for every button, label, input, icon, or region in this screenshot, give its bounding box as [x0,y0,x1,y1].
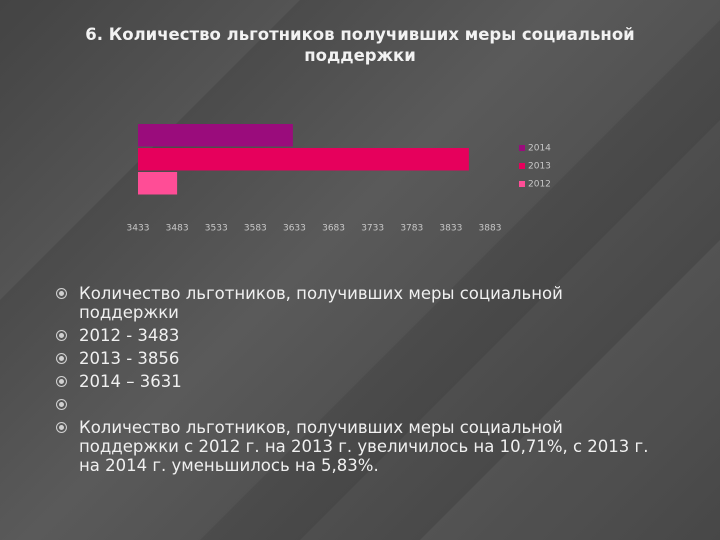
slide-title: 6. Количество льготников получивших меры… [85,25,635,65]
bar [138,148,469,171]
bullet-item: Количество льготников, получивших меры с… [52,284,662,322]
x-tick-label: 3783 [400,224,423,234]
bullet-item [52,395,662,414]
legend-label: 2013 [528,162,551,172]
bullet-item: 2014 – 3631 [52,372,662,391]
x-tick-label: 3883 [479,224,502,234]
legend-swatch [519,145,525,151]
bar [138,124,293,147]
x-tick-label: 3583 [244,224,267,234]
x-tick-label: 3683 [322,224,345,234]
x-tick-label: 3733 [361,224,384,234]
legend-label: 2014 [528,144,551,154]
x-tick-label: 3483 [166,224,189,234]
x-tick-label: 3433 [127,224,150,234]
bullet-list: Количество льготников, получивших меры с… [52,284,662,479]
x-tick-label: 3533 [205,224,228,234]
legend-swatch [519,181,525,187]
bar [138,172,178,195]
legend-swatch [519,163,525,169]
bullet-item: 2012 - 3483 [52,326,662,345]
bullet-item: Количество льготников, получивших меры с… [52,418,662,475]
x-tick-label: 3633 [283,224,306,234]
x-tick-label: 3833 [439,224,462,234]
legend-label: 2012 [528,180,551,190]
bullet-item: 2013 - 3856 [52,349,662,368]
